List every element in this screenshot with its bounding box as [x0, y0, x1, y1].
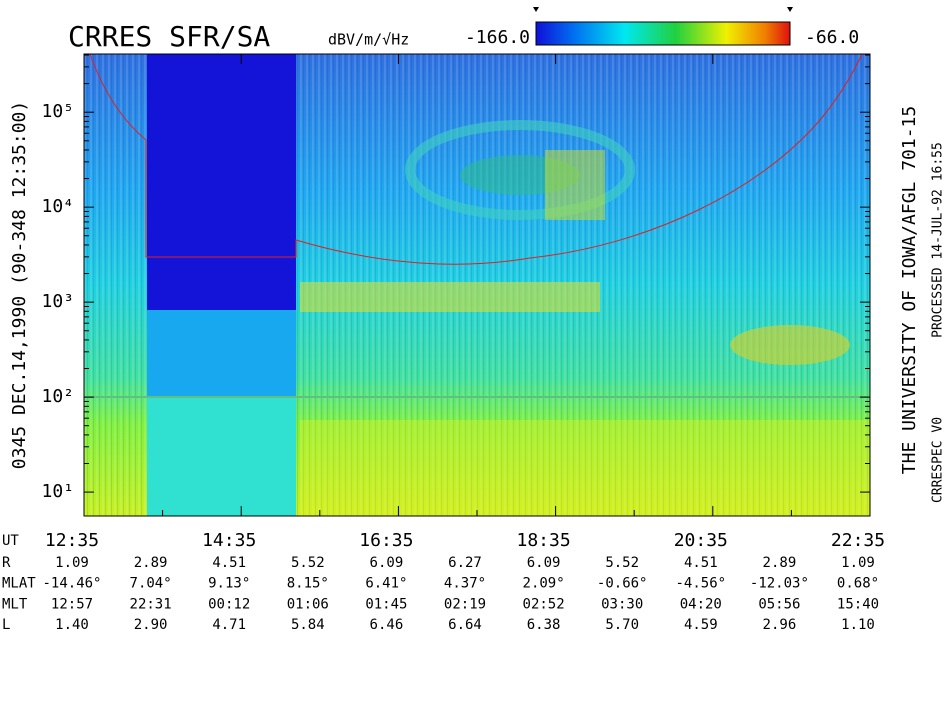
ephemeris-value: 7.04° [130, 576, 172, 592]
ephemeris-value: 02:19 [444, 596, 486, 612]
ephemeris-value: 05:56 [758, 596, 800, 612]
colorbar [536, 22, 790, 45]
ephemeris-value: -14.46° [42, 576, 101, 592]
colorbar-markers [533, 7, 793, 12]
row-label: L [2, 617, 10, 633]
ephemeris-value: 6.64 [448, 617, 482, 633]
ephemeris-value: 03:30 [601, 596, 643, 612]
y-tick-label: 10² [41, 386, 74, 407]
ephemeris-value: 2.89 [763, 555, 797, 571]
ephemeris-value: 4.51 [212, 555, 246, 571]
ephemeris-value: 4.71 [212, 617, 246, 633]
credit: PROCESSED 14-JUL-92 16:55 [931, 142, 945, 338]
credit: CRRESPEC V0 [931, 417, 945, 503]
ephemeris-value: 4.37° [444, 576, 486, 592]
ephemeris-value: 1.40 [55, 617, 89, 633]
ephemeris-value: 4.51 [684, 555, 718, 571]
spectrogram [84, 54, 870, 516]
ephemeris-value: 2.89 [134, 555, 168, 571]
chart-title: CRRES SFR/SA [68, 20, 270, 53]
x-tick-label: 14:35 [202, 530, 256, 551]
ephemeris-value: 01:06 [287, 596, 329, 612]
x-tick-label: 22:35 [831, 530, 885, 551]
ephemeris-value: 2.09° [523, 576, 565, 592]
ephemeris-value: 2.96 [763, 617, 797, 633]
y-tick-label: 10⁵ [41, 101, 74, 122]
ephemeris-value: 2.90 [134, 617, 168, 633]
ephemeris-value: 6.09 [527, 555, 561, 571]
ephemeris-value: 5.52 [605, 555, 639, 571]
x-tick-label: 16:35 [359, 530, 413, 551]
colorbar-label: dBV/m/√Hz [328, 31, 409, 49]
ephemeris-value: 1.09 [55, 555, 89, 571]
ephemeris-value: -4.56° [676, 576, 727, 592]
ephemeris-value: 6.27 [448, 555, 482, 571]
y-tick-label: 10⁴ [41, 196, 74, 217]
ephemeris-value: 1.09 [841, 555, 875, 571]
row-label: MLT [2, 596, 28, 612]
row-label: UT [2, 533, 19, 549]
x-tick-label: 18:35 [517, 530, 571, 551]
y-axis-label: 0345 DEC.14,1990 (90-348 12:35:00) [9, 101, 30, 469]
ephemeris-value: 8.15° [287, 576, 329, 592]
ephemeris-value: 0.68° [837, 576, 879, 592]
colorbar-tick-label: -66.0 [805, 27, 859, 48]
ephemeris-value: 15:40 [837, 596, 879, 612]
ephemeris-value: 00:12 [208, 596, 250, 612]
ephemeris-value: 6.41° [365, 576, 407, 592]
ephemeris-value: 1.10 [841, 617, 875, 633]
ephemeris-value: 02:52 [523, 596, 565, 612]
ephemeris-value: 5.84 [291, 617, 325, 633]
y-tick-label: 10³ [41, 291, 74, 312]
colorbar-tick-label: -166.0 [465, 27, 530, 48]
credit: THE UNIVERSITY OF IOWA/AFGL 701-15 [899, 106, 920, 474]
ephemeris-value: 5.70 [605, 617, 639, 633]
ephemeris-value: 22:31 [130, 596, 172, 612]
ephemeris-value: -12.03° [750, 576, 809, 592]
x-tick-label: 20:35 [674, 530, 728, 551]
ephemeris-value: 01:45 [365, 596, 407, 612]
ephemeris-value: 4.59 [684, 617, 718, 633]
ephemeris-value: 9.13° [208, 576, 250, 592]
ephemeris-value: 6.46 [370, 617, 404, 633]
row-label: R [2, 555, 11, 571]
x-tick-label: 12:35 [45, 530, 99, 551]
ephemeris-value: 6.09 [370, 555, 404, 571]
ephemeris-value: 04:20 [680, 596, 722, 612]
ephemeris-value: 12:57 [51, 596, 93, 612]
row-label: MLAT [2, 576, 36, 592]
ephemeris-value: 5.52 [291, 555, 325, 571]
ephemeris-value: 6.38 [527, 617, 561, 633]
y-tick-label: 10¹ [41, 481, 74, 502]
ephemeris-value: -0.66° [597, 576, 648, 592]
